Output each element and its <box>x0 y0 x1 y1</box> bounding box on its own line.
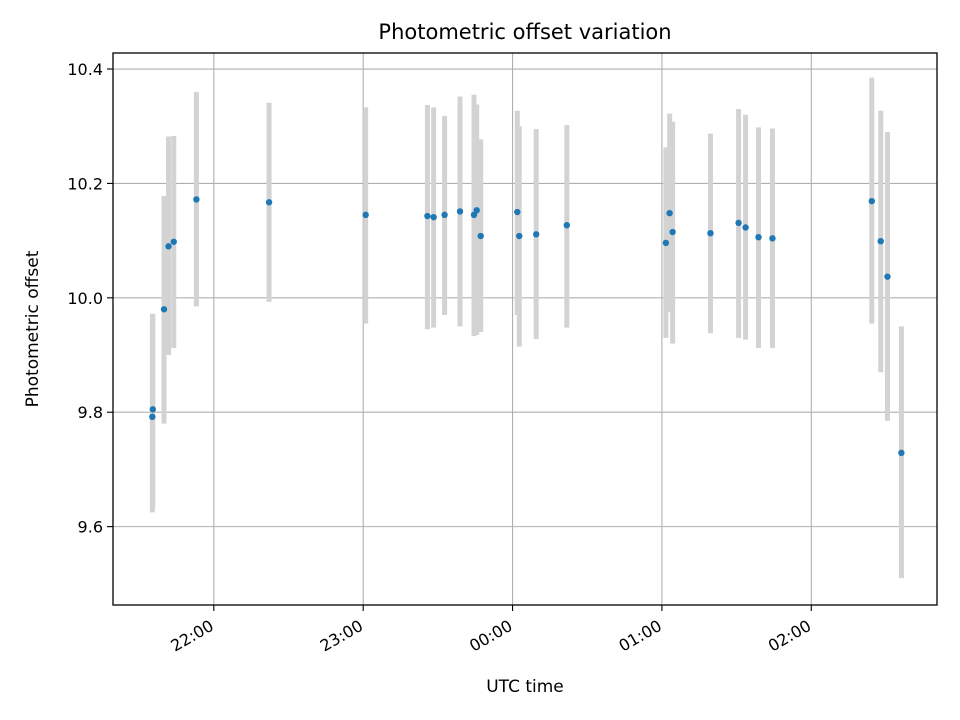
data-point <box>666 209 673 217</box>
chart-title: Photometric offset variation <box>378 20 671 44</box>
plot-frame <box>112 52 938 606</box>
data-point <box>165 243 172 250</box>
grid-lines <box>113 53 937 605</box>
data-point <box>170 238 177 245</box>
data-point <box>898 449 905 457</box>
data-point <box>868 197 875 205</box>
data-point <box>742 224 749 231</box>
data-point <box>884 273 891 280</box>
data-point <box>516 232 523 240</box>
y-axis-ticks: 9.6 9.8 10.0 10.2 10.4 <box>67 60 113 537</box>
data-point <box>669 228 676 236</box>
data-point <box>662 239 670 247</box>
y-tick-label: 10.0 <box>67 289 103 308</box>
y-tick-label: 9.8 <box>78 403 103 422</box>
x-axis-label: UTC time <box>486 677 564 697</box>
x-tick-label: 02:00 <box>765 616 814 656</box>
data-point <box>160 306 168 313</box>
data-point <box>456 208 464 215</box>
data-point <box>533 231 540 238</box>
error-bars <box>149 77 904 579</box>
data-points <box>149 196 905 457</box>
x-tick-label: 00:00 <box>466 616 515 656</box>
x-tick-label: 01:00 <box>615 616 664 656</box>
y-tick-label: 9.6 <box>78 518 103 537</box>
data-point <box>707 229 714 237</box>
data-point <box>563 221 571 229</box>
data-point <box>477 232 484 240</box>
data-point <box>735 219 742 227</box>
x-tick-label: 23:00 <box>317 616 366 656</box>
x-axis-ticks: 22:00 23:00 00:00 01:00 02:00 <box>167 605 814 656</box>
data-point <box>473 207 480 214</box>
data-point <box>424 212 431 220</box>
y-tick-label: 10.4 <box>67 60 103 79</box>
data-point <box>441 211 448 219</box>
data-point <box>149 413 156 421</box>
data-point <box>430 213 437 221</box>
data-point <box>514 208 521 216</box>
data-point <box>149 406 157 413</box>
data-point <box>877 237 884 245</box>
data-point <box>755 233 762 241</box>
y-tick-label: 10.2 <box>67 174 103 193</box>
data-point <box>769 235 776 242</box>
data-point <box>265 199 273 206</box>
x-tick-label: 22:00 <box>167 616 216 656</box>
y-axis-label: Photometric offset <box>23 250 43 407</box>
data-point <box>362 211 369 219</box>
data-point <box>193 196 200 203</box>
